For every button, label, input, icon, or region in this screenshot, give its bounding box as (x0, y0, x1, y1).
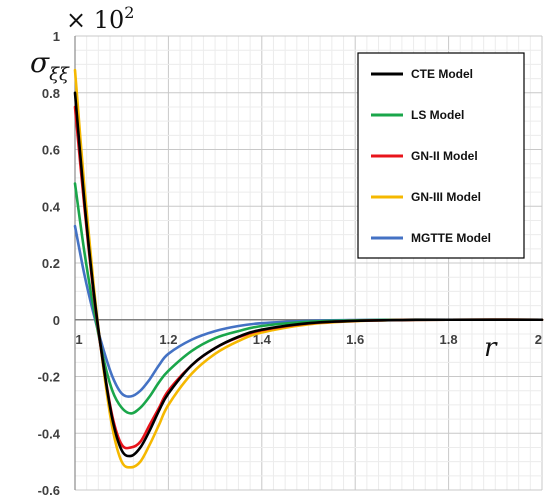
y-axis-symbol: σ (30, 46, 50, 79)
y-tick-label: -0.6 (38, 483, 60, 498)
y-tick-label: 0.8 (42, 86, 60, 101)
y-tick-label: -0.2 (38, 370, 60, 385)
series-line-cte-model (73, 91, 544, 458)
x-tick-label: 1.6 (346, 332, 364, 347)
x-tick-label: 2 (535, 332, 542, 347)
x-tick-label: 1.8 (440, 332, 458, 347)
y-tick-label: -0.4 (38, 426, 61, 441)
y-axis-subscript: ξξ (49, 64, 70, 85)
x-tick-label: 1 (75, 332, 82, 347)
x-tick-labels: 1 1.2 1.4 1.6 1.8 2 (75, 332, 542, 347)
y-tick-label: 1 (53, 29, 60, 44)
legend-label: LS Model (411, 108, 464, 122)
series-lines (73, 68, 544, 469)
x-tick-label: 1.4 (253, 332, 272, 347)
legend-label: MGTTE Model (411, 231, 491, 245)
grid-lines (74, 35, 543, 491)
scale-factor-exponent: 2 (124, 3, 134, 22)
legend: CTE Model LS Model GN-II Model GN-III Model… (357, 52, 525, 259)
y-tick-label: 0.4 (42, 199, 61, 214)
legend-label: CTE Model (411, 67, 473, 81)
x-axis-label: r (484, 333, 498, 363)
y-axis-label: σξξ (30, 46, 70, 85)
x-tick-label: 1.2 (159, 332, 177, 347)
legend-label: GN-III Model (411, 190, 481, 204)
y-tick-labels: -0.6 -0.4 -0.2 0 0.2 0.4 0.6 0.8 1 (38, 29, 61, 498)
scale-factor: × 102 (66, 3, 134, 34)
scale-factor-prefix: × 10 (66, 6, 124, 34)
legend-label: GN-II Model (411, 149, 478, 163)
y-tick-label: 0 (53, 313, 60, 328)
y-tick-label: 0.2 (42, 256, 60, 271)
y-tick-label: 0.6 (42, 143, 60, 158)
